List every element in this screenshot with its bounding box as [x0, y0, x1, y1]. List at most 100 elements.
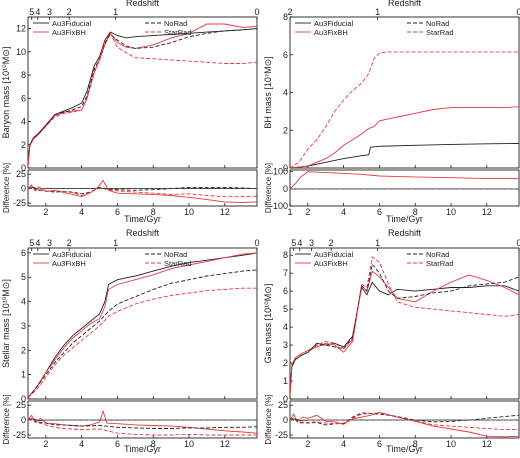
series-line-starrad — [28, 32, 257, 166]
y-tick-label: 6 — [283, 50, 288, 60]
y-tick-label: 0 — [21, 163, 26, 173]
series-line-au3fiducial — [28, 28, 257, 166]
y-tick-label: 5 — [21, 272, 26, 282]
redshift-tick-label: 1 — [113, 238, 118, 248]
diff-series-group — [28, 179, 257, 203]
y-tick-label: 3 — [21, 321, 26, 331]
redshift-tick-label: 1 — [375, 7, 380, 17]
redshift-tick-label: 1 — [113, 7, 118, 17]
x-tick-label: 10 — [184, 207, 194, 217]
series-line-au3fiducial — [290, 143, 519, 168]
series-line-au3fixbh — [28, 23, 257, 166]
diff-series-group — [290, 171, 519, 190]
legend-label: NoRad — [426, 250, 449, 259]
main-plot-frame — [27, 16, 258, 169]
y-tick-label: 1 — [21, 370, 26, 380]
redshift-tick-label: 2 — [329, 238, 334, 248]
series-line-norad — [28, 28, 257, 166]
x-tick-label: 10 — [446, 439, 456, 449]
legend-label: Au3FixBH — [52, 259, 86, 268]
series-line-starrad — [290, 51, 519, 168]
redshift-tick-label: 2 — [67, 7, 72, 17]
y-tick-label: 2 — [283, 125, 288, 135]
diff-plot-frame — [27, 169, 258, 207]
redshift-tick-label: 0 — [516, 7, 520, 17]
x-tick-label: 6 — [377, 439, 382, 449]
y-axis-label: Stellar mass [10¹⁰M⊙] — [1, 279, 11, 368]
redshift-tick-label: 2 — [67, 238, 72, 248]
main-series-group — [28, 23, 257, 166]
main-series-group — [290, 256, 519, 396]
diff-y-axis-label: Difference [%] — [2, 394, 11, 444]
x-tick-label: 8 — [151, 439, 156, 449]
legend-label: Au3FixBH — [314, 28, 348, 37]
diff-plot-frame — [289, 169, 520, 207]
diff-plot-frame — [27, 400, 258, 439]
x-tick-label: 12 — [482, 439, 492, 449]
y-tick-label: 3 — [283, 340, 288, 350]
diff-series-group — [28, 409, 257, 436]
legend-label: StarRad — [164, 28, 192, 37]
redshift-axis-label: Redshift — [126, 228, 160, 238]
main-series-group — [28, 252, 257, 399]
y-axis-label: Gas mass [10¹⁰M⊙] — [263, 284, 273, 364]
diff-series-line — [28, 179, 257, 203]
x-axis-label: Time/Gyr — [386, 214, 423, 224]
diff-series-line — [290, 412, 519, 426]
diff-series-group — [290, 411, 519, 438]
x-tick-label: 4 — [341, 439, 346, 449]
main-plot-frame — [289, 247, 520, 400]
x-tick-label: 6 — [377, 207, 382, 217]
series-line-au3fiducial — [290, 281, 519, 396]
diff-y-tick-label: 25 — [16, 400, 26, 410]
x-tick-label: 12 — [220, 439, 230, 449]
redshift-tick-label: 5 — [29, 7, 34, 17]
x-tick-label: 10 — [184, 439, 194, 449]
x-tick-label: 1 — [287, 207, 292, 217]
y-tick-label: 2 — [21, 140, 26, 150]
diff-plot-frame — [289, 400, 520, 439]
y-tick-label: 8 — [283, 250, 288, 260]
y-tick-label: 6 — [21, 248, 26, 258]
y-tick-label: 2 — [21, 345, 26, 355]
diff-series-line — [28, 186, 257, 198]
y-tick-label: 7 — [283, 268, 288, 278]
redshift-tick-label: 0 — [254, 7, 259, 17]
diff-y-tick-label: 0 — [21, 415, 26, 425]
x-tick-label: 6 — [115, 207, 120, 217]
series-line-starrad — [28, 287, 257, 399]
x-tick-label: 8 — [413, 207, 418, 217]
series-line-au3fixbh — [28, 252, 257, 399]
redshift-tick-label: 3 — [47, 7, 52, 17]
diff-y-tick-label: 0 — [283, 184, 288, 194]
redshift-tick-label: 5 — [29, 238, 34, 248]
x-tick-label: 10 — [446, 207, 456, 217]
diff-y-tick-label: -25 — [275, 430, 288, 440]
y-tick-label: 4 — [283, 322, 288, 332]
redshift-tick-label: 2 — [287, 7, 292, 17]
y-tick-label: 4 — [21, 297, 26, 307]
legend-label: NoRad — [426, 19, 449, 28]
y-axis-label: Baryon mass [10¹⁰M⊙] — [1, 47, 11, 139]
y-tick-label: 1 — [283, 376, 288, 386]
redshift-tick-label: 1 — [375, 238, 380, 248]
y-tick-label: 4 — [21, 117, 26, 127]
legend-label: NoRad — [164, 250, 187, 259]
series-line-au3fixbh — [290, 106, 519, 168]
main-plot-frame — [27, 247, 258, 400]
series-line-starrad — [290, 256, 519, 396]
legend-label: Au3Fiducial — [314, 250, 354, 259]
diff-series-line — [28, 409, 257, 434]
redshift-axis-label: Redshift — [126, 0, 160, 8]
y-tick-label: 0 — [283, 394, 288, 404]
series-line-norad — [28, 269, 257, 399]
diff-series-line — [28, 418, 257, 436]
diff-y-tick-label: 100 — [273, 167, 288, 177]
diff-y-axis-label: Difference [%] — [264, 394, 273, 444]
redshift-axis-label: Redshift — [388, 228, 422, 238]
y-axis-label: BH mass [10⁷M⊙] — [263, 56, 273, 128]
x-tick-label: 2 — [305, 207, 310, 217]
